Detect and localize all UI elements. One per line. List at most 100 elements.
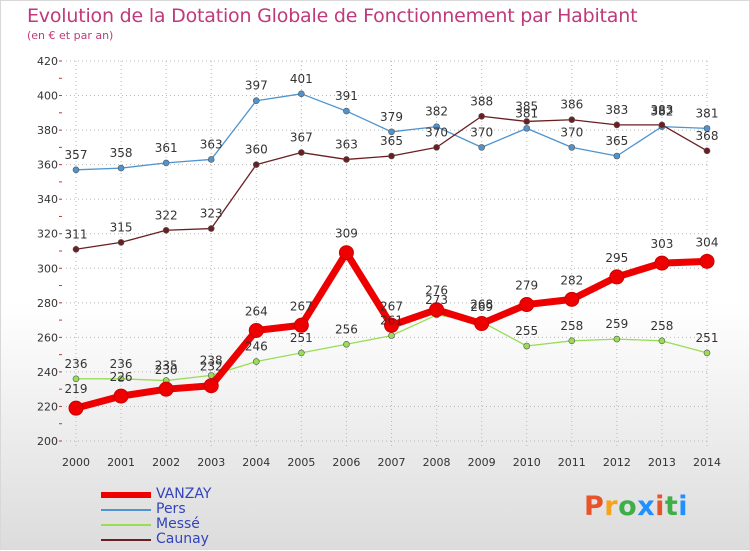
data-point <box>523 125 531 132</box>
x-tick-label: 2011 <box>558 456 586 469</box>
data-label: 368 <box>696 129 719 143</box>
data-point <box>203 378 219 394</box>
data-label: 382 <box>650 105 673 119</box>
data-point <box>523 342 531 350</box>
logo-letter: r <box>604 491 619 522</box>
axes: 200 220 240 260 280 300 320 340 360 380 400 420 2000… <box>37 55 721 469</box>
chart-title: Evolution de la Dotation Globale de Fonc… <box>27 5 638 27</box>
data-label: 259 <box>605 317 628 331</box>
data-point <box>568 337 576 345</box>
legend-label: Pers <box>156 501 186 517</box>
data-label: 397 <box>245 79 268 93</box>
data-point <box>343 156 350 163</box>
legend-swatch <box>101 524 151 526</box>
data-point <box>388 128 395 136</box>
data-label: 226 <box>110 370 133 384</box>
data-point <box>252 97 260 105</box>
data-point <box>613 335 621 343</box>
data-label: 391 <box>335 89 358 103</box>
data-label: 267 <box>380 299 403 313</box>
data-label: 379 <box>380 110 403 124</box>
data-point <box>388 332 395 339</box>
data-label: 383 <box>650 103 673 117</box>
y-tick-label: 380 <box>37 124 58 137</box>
data-point <box>158 381 174 397</box>
data-label: 238 <box>200 353 223 367</box>
data-label: 251 <box>290 331 313 345</box>
data-point <box>654 255 670 271</box>
x-tick-label: 2008 <box>423 456 451 469</box>
legend-swatch <box>101 492 151 498</box>
data-label: 388 <box>470 94 493 108</box>
data-point <box>162 159 170 167</box>
data-label: 230 <box>155 363 178 377</box>
data-point <box>293 317 309 333</box>
data-label: 370 <box>470 125 493 139</box>
series <box>68 90 715 416</box>
data-point <box>658 121 666 129</box>
data-label: 381 <box>515 106 538 120</box>
y-tick-label: 360 <box>37 159 58 172</box>
data-label: 381 <box>696 106 719 120</box>
data-point <box>298 149 305 156</box>
y-tick-label: 320 <box>37 228 58 241</box>
data-label: 365 <box>605 134 628 148</box>
data-label: 219 <box>65 382 88 396</box>
data-point <box>298 349 305 357</box>
x-tick-label: 2007 <box>378 456 406 469</box>
data-label: 361 <box>155 141 178 155</box>
data-point <box>523 118 531 125</box>
data-label: 295 <box>605 251 628 265</box>
data-label: 309 <box>335 227 358 241</box>
x-tick-label: 2009 <box>468 456 496 469</box>
y-tick-label: 400 <box>37 90 58 103</box>
legend-label: Caunay <box>156 531 209 547</box>
data-label: 303 <box>650 237 673 251</box>
data-point <box>207 156 215 163</box>
logo-letter: t <box>664 491 679 522</box>
data-point <box>658 337 666 345</box>
data-labels: 219 226 230 232 264 267 309 267 276 268 279 282 295 3… <box>65 72 719 396</box>
x-tick-label: 2013 <box>648 456 676 469</box>
data-point <box>613 152 621 160</box>
data-point <box>433 144 440 151</box>
data-label: 232 <box>200 360 223 374</box>
y-tick-label: 300 <box>37 262 58 275</box>
data-point <box>703 147 711 155</box>
data-label: 235 <box>155 359 178 373</box>
data-label: 357 <box>65 148 88 162</box>
x-tick-label: 2012 <box>603 456 631 469</box>
data-point <box>117 239 125 246</box>
data-point <box>433 123 440 130</box>
data-point <box>564 291 580 307</box>
x-tick-label: 2000 <box>62 456 90 469</box>
logo-letter: x <box>637 491 656 522</box>
data-point <box>429 302 445 318</box>
data-label: 358 <box>110 146 133 160</box>
data-label: 269 <box>470 300 493 314</box>
data-label: 370 <box>560 125 583 139</box>
data-point <box>68 400 84 416</box>
data-point <box>72 375 80 383</box>
data-label: 246 <box>245 340 268 354</box>
data-label: 261 <box>380 314 403 328</box>
y-tick-label: 220 <box>37 400 58 413</box>
data-point <box>343 340 350 348</box>
data-label: 363 <box>200 137 223 151</box>
data-point <box>568 144 576 151</box>
data-label: 256 <box>335 322 358 336</box>
data-label: 276 <box>425 284 448 298</box>
data-label: 258 <box>650 319 673 333</box>
data-label: 236 <box>65 357 88 371</box>
data-point <box>162 226 170 234</box>
data-label: 360 <box>245 143 268 157</box>
data-label: 258 <box>560 319 583 333</box>
data-label: 385 <box>515 99 538 113</box>
data-label: 267 <box>290 299 313 313</box>
data-point <box>699 253 715 269</box>
x-tick-label: 2003 <box>197 456 225 469</box>
y-tick-label: 200 <box>37 435 58 448</box>
x-tick-label: 2010 <box>513 456 541 469</box>
